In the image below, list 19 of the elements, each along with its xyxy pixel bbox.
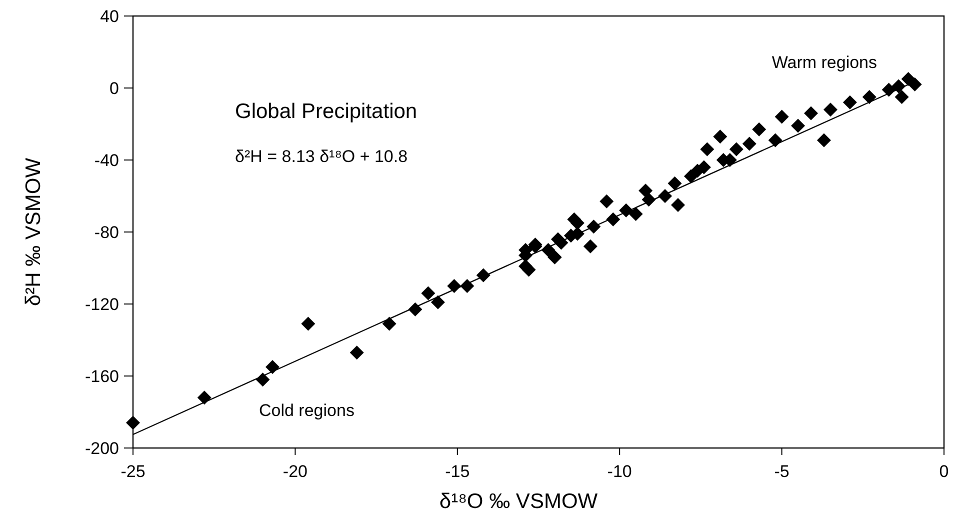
- annotation: δ²H = 8.13 δ¹⁸O + 10.8: [235, 147, 408, 166]
- x-tick-label: -15: [445, 462, 470, 481]
- y-axis-title: δ²H ‰ VSMOW: [22, 158, 45, 306]
- y-tick-label: -160: [84, 366, 119, 386]
- x-tick-label: 0: [939, 462, 949, 481]
- y-tick-label: 40: [100, 6, 119, 26]
- x-tick-label: -20: [282, 462, 308, 481]
- annotation: Warm regions: [772, 53, 877, 72]
- x-tick-label: -10: [607, 462, 632, 481]
- y-tick-label: -120: [84, 294, 119, 314]
- y-tick-label: -200: [84, 438, 119, 458]
- x-axis-title: δ¹⁸O ‰ VSMOW: [439, 490, 598, 513]
- y-tick-label: 0: [110, 78, 119, 98]
- x-tick-label: -5: [774, 462, 790, 481]
- y-tick-label: -40: [94, 150, 119, 170]
- annotation: Global Precipitation: [235, 100, 418, 123]
- annotation: Cold regions: [259, 401, 354, 420]
- x-tick-label: -25: [120, 462, 146, 481]
- y-tick-label: -80: [94, 222, 119, 242]
